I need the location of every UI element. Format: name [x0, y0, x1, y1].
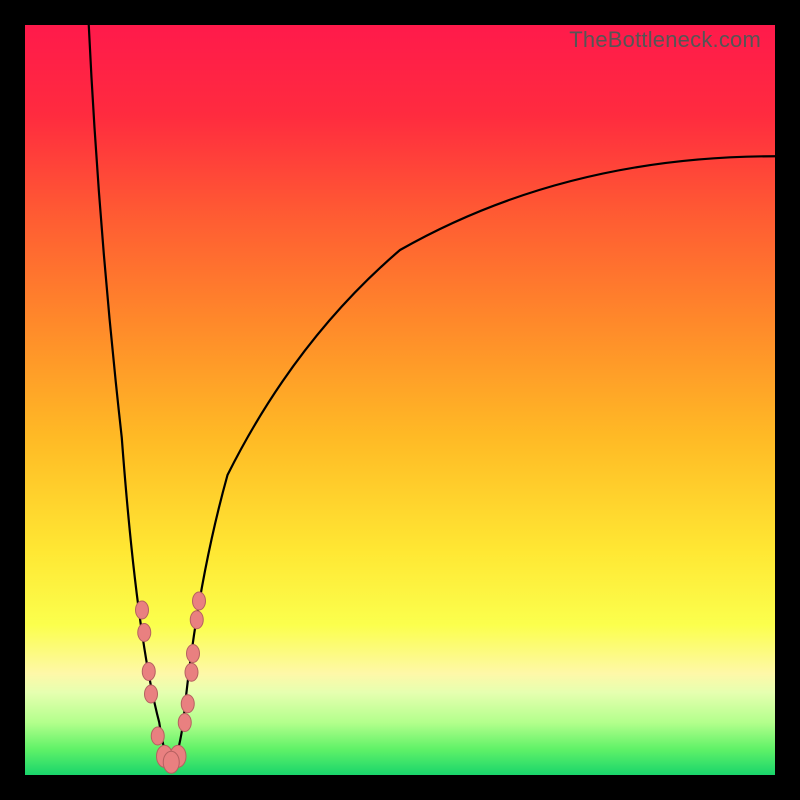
data-marker [151, 727, 164, 745]
data-marker [190, 611, 203, 629]
data-marker [187, 645, 200, 663]
data-marker [178, 714, 191, 732]
data-marker [145, 685, 158, 703]
plot-area [25, 25, 775, 775]
data-marker [136, 601, 149, 619]
data-marker [142, 663, 155, 681]
curve-layer [25, 25, 775, 775]
data-marker [185, 663, 198, 681]
data-marker [181, 695, 194, 713]
chart-frame: TheBottleneck.com [0, 0, 800, 800]
data-marker [163, 751, 179, 773]
data-marker [193, 592, 206, 610]
watermark-text: TheBottleneck.com [569, 27, 761, 53]
data-marker [138, 624, 151, 642]
